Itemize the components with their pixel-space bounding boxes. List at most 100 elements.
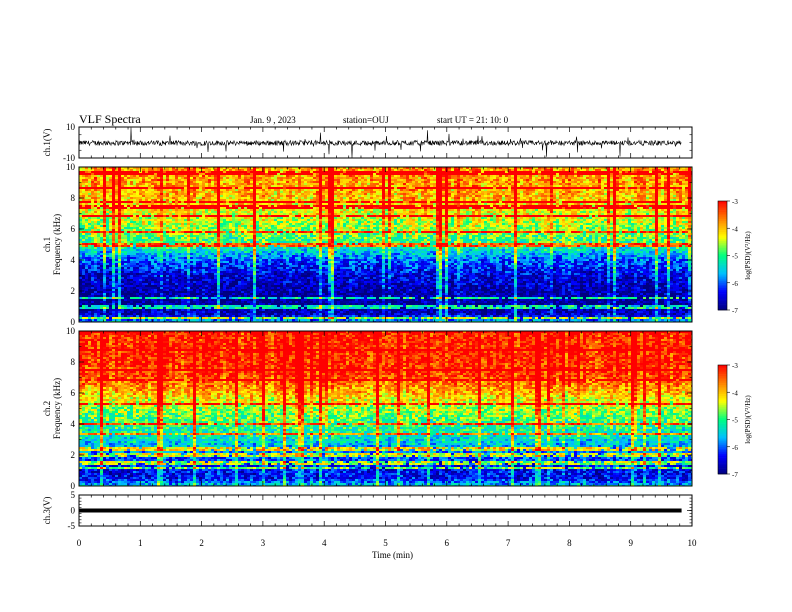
colorbar-cell	[718, 390, 727, 392]
colorbar-cell	[718, 403, 727, 405]
colorbar-cell	[718, 436, 727, 438]
colorbar-cell	[718, 420, 727, 422]
colorbar-tick-label: -5	[732, 253, 738, 261]
colorbar-cell	[718, 458, 727, 460]
colorbar-cell	[718, 221, 727, 223]
colorbar-cell	[718, 270, 727, 272]
colorbar-cell	[718, 210, 727, 212]
colorbar-tick-label: -4	[732, 225, 738, 233]
colorbar-cell	[718, 272, 727, 274]
x-tick-label: 2	[199, 538, 204, 548]
colorbar-tick-label: -7	[732, 307, 738, 315]
colorbar-tick-label: -3	[732, 362, 738, 370]
colorbar-cell	[718, 241, 727, 243]
colorbar-cell	[718, 226, 727, 228]
colorbar-cell	[718, 268, 727, 270]
colorbar-cell	[718, 208, 727, 210]
colorbar-cell	[718, 463, 727, 465]
x-tick-label: 1	[138, 538, 143, 548]
colorbar-cell	[718, 452, 727, 454]
colorbar-cell	[718, 369, 727, 371]
colorbar-cell	[718, 410, 727, 412]
colorbar-cell	[718, 237, 727, 239]
colorbar-cell	[718, 374, 727, 376]
colorbar-cell	[718, 261, 727, 263]
colorbar-cell	[718, 252, 727, 254]
colorbar-cell	[718, 470, 727, 472]
x-axis-label: Time (min)	[372, 550, 413, 560]
colorbar-cell	[718, 461, 727, 463]
colorbar-tick-label: -6	[732, 280, 738, 288]
colorbar-cell	[718, 297, 727, 299]
colorbar-cell	[718, 387, 727, 389]
colorbar-cell	[718, 301, 727, 303]
colorbar-cell	[718, 434, 727, 436]
colorbar-cell	[718, 429, 727, 431]
colorbar-cell	[718, 439, 727, 441]
colorbar-cell	[718, 230, 727, 232]
colorbar-cell	[718, 380, 727, 382]
x-tick-label: 8	[567, 538, 572, 548]
colorbar-cell	[718, 450, 727, 452]
y-axis-label: ch.1(V)	[42, 129, 52, 157]
colorbar-cell	[718, 285, 727, 287]
colorbar-cell	[718, 214, 727, 216]
y-tick-label: 4	[71, 419, 76, 429]
colorbar-cell	[718, 465, 727, 467]
colorbar-cell	[718, 306, 727, 308]
colorbar-cell	[718, 205, 727, 207]
colorbar-cell	[718, 367, 727, 369]
colorbar-cell	[718, 443, 727, 445]
colorbar-tick-label: -5	[732, 417, 738, 425]
colorbar-cell	[718, 259, 727, 261]
colorbar-tick-label: -4	[732, 389, 738, 397]
y-axis-label: Frequency (kHz)	[52, 214, 62, 275]
colorbar-cell	[718, 467, 727, 469]
colorbar-cell	[718, 407, 727, 409]
y-tick-label: 6	[71, 388, 76, 398]
colorbar-cell	[718, 288, 727, 290]
colorbar-cell	[718, 438, 727, 440]
y-tick-label: 0	[71, 506, 76, 516]
colorbar-cell	[718, 212, 727, 214]
colorbar-tick-label: -6	[732, 444, 738, 452]
colorbar-cell	[718, 250, 727, 252]
colorbar-cell	[718, 389, 727, 391]
colorbar-cell	[718, 217, 727, 219]
ch1-waveform-trace	[79, 128, 682, 158]
colorbar-cell	[718, 275, 727, 277]
x-tick-label: 4	[322, 538, 327, 548]
ch3-waveform-panel: 50-5ch.3(V)	[42, 490, 692, 531]
x-tick-label: 7	[506, 538, 511, 548]
colorbar-cell	[718, 392, 727, 394]
colorbar-cell	[718, 454, 727, 456]
colorbar-cell	[718, 370, 727, 372]
x-tick-label: 10	[688, 538, 698, 548]
x-tick-label: 6	[445, 538, 450, 548]
colorbar-cell	[718, 383, 727, 385]
colorbar-cell	[718, 265, 727, 267]
colorbar-cell	[718, 412, 727, 414]
colorbar-cell	[718, 469, 727, 471]
x-tick-label: 3	[261, 538, 266, 548]
colorbar-cell	[718, 441, 727, 443]
colorbar-cell	[718, 243, 727, 245]
colorbar-cell	[718, 376, 727, 378]
colorbar-cell	[718, 232, 727, 234]
colorbar-cell	[718, 385, 727, 387]
colorbar-cell	[718, 365, 727, 367]
colorbar-cell	[718, 239, 727, 241]
colorbar-cell	[718, 396, 727, 398]
y-axis-label: ch.3(V)	[42, 497, 52, 525]
colorbar-cell	[718, 305, 727, 307]
colorbar-cell	[718, 449, 727, 451]
colorbar-cell	[718, 274, 727, 276]
colorbar-cell	[718, 263, 727, 265]
colorbar-cell	[718, 228, 727, 230]
colorbar-tick-label: -3	[732, 198, 738, 206]
colorbar-cell	[718, 254, 727, 256]
